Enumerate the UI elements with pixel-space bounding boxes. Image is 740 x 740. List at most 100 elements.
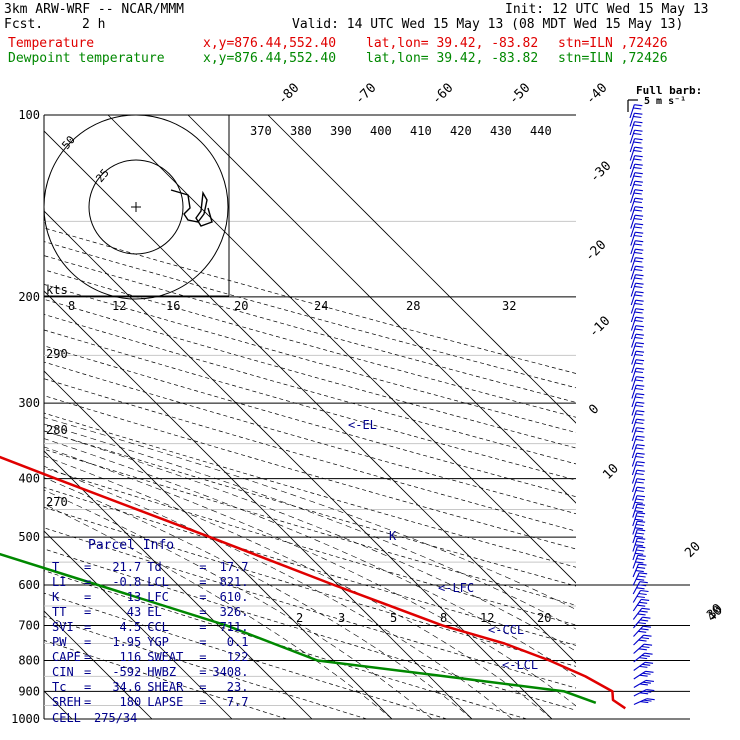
wind-barb-staff: [632, 487, 638, 501]
parcel-value: 0.1: [226, 635, 249, 649]
theta-label: 390: [330, 124, 352, 138]
hodograph-speed-label: 16: [166, 299, 180, 313]
parcel-row: SVI = 4.5 CCL = 711.: [52, 620, 248, 635]
dewpoint-xy: x,y=876.44,552.40: [203, 51, 337, 66]
cell-label: CELL: [52, 711, 81, 725]
hodograph-speed-label: 24: [314, 299, 328, 313]
wind-barb-flag: [635, 223, 644, 226]
wind-barb-staff: [629, 172, 636, 187]
wind-barb-flag: [636, 486, 645, 489]
parcel-value: 3408.: [212, 665, 249, 679]
wind-barb-flag: [635, 274, 644, 277]
wind-barb-flag: [634, 129, 643, 132]
wind-barb-staff: [631, 393, 637, 408]
wind-barb-flag: [636, 367, 645, 370]
mixing-ratio-label: 5: [390, 611, 397, 625]
wind-barb-flag: [642, 616, 651, 619]
wind-barb-staff: [630, 240, 636, 255]
parcel-row: CIN = -592 HWBZ = 3408.: [52, 665, 248, 680]
parcel-value: 7.7: [226, 695, 249, 709]
parcel-value: 4.5: [119, 620, 142, 634]
dry-adiabat-line: [44, 227, 576, 374]
hodograph-speed-label: 12: [112, 299, 126, 313]
parcel-row: LI = -0.8 LCL = 821.: [52, 575, 248, 590]
wind-barb-flag: [640, 589, 649, 593]
parcel-label: Tc: [52, 680, 67, 694]
wind-barb-staff: [632, 538, 638, 552]
hodograph-speed-label: kts: [46, 283, 68, 297]
parcel-row: CAPE = 116 SWEAT = 122: [52, 650, 248, 665]
pressure-tick-label: 500: [18, 530, 40, 544]
moist-adiabat-line: [44, 477, 473, 719]
wind-barb-flag: [640, 692, 649, 695]
wind-barb-flag: [634, 328, 643, 331]
wind-barb-flag: [634, 336, 643, 340]
moist-adiabat-line: [44, 423, 576, 630]
wind-barb-flag: [635, 438, 644, 442]
parcel-value: 326.: [219, 605, 249, 619]
wind-barb-flag: [634, 104, 643, 107]
wind-barb-flag: [638, 584, 647, 587]
init-time: Init: 12 UTC Wed 15 May 13: [505, 2, 709, 17]
parcel-label: CIN: [52, 665, 74, 679]
parcel-row: Tc = 34.6 SHEAR = 23.: [52, 680, 248, 695]
wind-barb-flag: [634, 172, 643, 175]
parcel-label: LI: [52, 575, 67, 589]
wind-barb-flag: [638, 563, 647, 566]
dry-adiabat-line: [44, 570, 527, 719]
wind-barb-flag: [633, 124, 642, 127]
dry-adiabat-group: [44, 227, 576, 719]
wind-barb-flag: [643, 690, 652, 693]
wind-barb-flag: [636, 503, 646, 506]
wind-barb-flag: [635, 282, 644, 285]
equals-sign: =: [199, 695, 207, 709]
wind-barb-flag: [633, 166, 642, 170]
parcel-label: SHEAR: [147, 680, 184, 694]
wind-barb-flag: [639, 610, 648, 613]
parcel-row: TT = 43 EL = 326.: [52, 605, 248, 620]
wind-barb-staff: [631, 478, 638, 493]
wind-barb-staff: [629, 181, 636, 195]
wind-barb-flag: [641, 654, 650, 657]
parcel-label: PW: [52, 635, 67, 649]
pressure-tick-label: 700: [18, 618, 40, 632]
wind-barb-staff: [631, 359, 637, 374]
isotherm-line: [44, 370, 393, 719]
theta-label: 430: [490, 124, 512, 138]
wind-barb-flag: [634, 527, 644, 530]
dewpoint-legend: Dewpoint temperature: [8, 51, 165, 66]
wind-barb-flag: [635, 544, 644, 547]
equals-sign: =: [84, 665, 92, 679]
wind-barb-staff: [631, 334, 637, 348]
parcel-value: 711.: [219, 620, 249, 634]
parcel-value: 610.: [219, 590, 249, 604]
parcel-label: LCL: [147, 575, 169, 589]
cell-value: 275/34: [94, 711, 138, 725]
moist-adiabat-line: [44, 503, 393, 719]
wind-barb-staff: [631, 342, 637, 357]
theta-left-label: 270: [46, 495, 68, 509]
forecast-value: 2 h: [82, 17, 106, 32]
wind-barb-flag: [644, 661, 654, 664]
pressure-tick-label: 800: [18, 653, 40, 667]
wind-barb-flag: [635, 447, 644, 450]
equals-sign: =: [84, 605, 92, 619]
dry-adiabat-line: [44, 430, 576, 587]
wind-barb-flag: [633, 107, 642, 110]
moist-adiabat-line: [44, 438, 576, 677]
wind-barb-flag: [635, 350, 645, 353]
isotherm-line: [44, 530, 233, 719]
temperature-station: stn=ILN ,72426: [558, 36, 668, 51]
right-isotherm-label: -20: [582, 238, 609, 265]
el-marker: <-EL: [348, 418, 377, 432]
isotherm-line: [44, 130, 576, 664]
wind-barb-flag: [636, 549, 645, 552]
parcel-label: HWBZ: [147, 665, 177, 679]
theta-label: 410: [410, 124, 432, 138]
wind-barb-staff: [632, 529, 638, 544]
wind-barb-flag: [637, 622, 646, 625]
wind-barb-staff: [630, 325, 637, 340]
wind-barb-flag: [637, 554, 646, 557]
wind-barb-staff: [631, 427, 638, 442]
temperature-profile-line: [0, 455, 626, 710]
